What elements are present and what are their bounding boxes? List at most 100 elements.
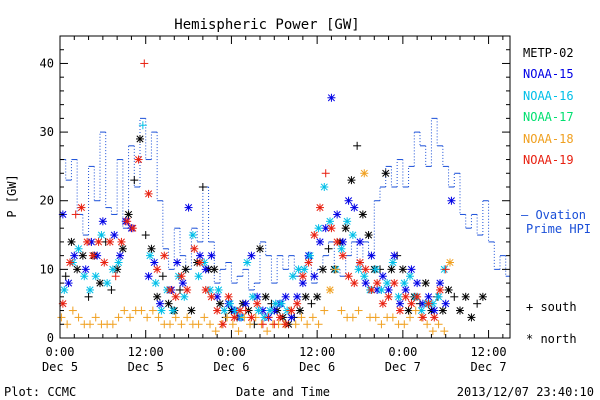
- data-point-noaa-15: [144, 272, 153, 281]
- data-point-noaa-19: [190, 244, 199, 253]
- data-point-noaa-16: [320, 183, 329, 191]
- data-point-noaa-19: [201, 285, 210, 294]
- y-tick-label: 20: [40, 194, 54, 208]
- data-point-noaa-19: [230, 313, 239, 322]
- data-point-noaa-18: [143, 313, 152, 322]
- data-point-noaa-15: [247, 251, 256, 260]
- y-tick-label: 40: [40, 56, 54, 70]
- data-point-noaa-15: [401, 285, 410, 294]
- data-point-noaa-19: [407, 299, 416, 308]
- data-point-noaa-15: [196, 251, 204, 260]
- data-point-metp-02: [444, 285, 453, 294]
- data-point-noaa-19: [321, 169, 330, 178]
- data-point-noaa-15: [310, 272, 319, 281]
- data-point-noaa-16: [151, 279, 160, 288]
- data-point-noaa-15: [430, 306, 439, 315]
- data-point-noaa-18: [154, 313, 163, 322]
- data-point-metp-02: [404, 306, 413, 315]
- data-point-noaa-18: [137, 306, 146, 315]
- data-point-noaa-15: [396, 299, 404, 308]
- x-tick-time-label: 12:00: [299, 345, 335, 359]
- data-point-noaa-15: [344, 196, 353, 205]
- legend: METP-02 NOAA-15 NOAA-16 NOAA-17 NOAA-18 …: [521, 46, 591, 346]
- data-point-noaa-15: [150, 258, 159, 267]
- data-point-noaa-19: [128, 224, 137, 233]
- data-point-noaa-18: [377, 320, 386, 329]
- data-point-metp-02: [136, 134, 144, 143]
- data-point-noaa-16: [194, 272, 203, 281]
- data-point-noaa-18: [297, 313, 306, 322]
- data-point-metp-02: [358, 210, 367, 219]
- data-point-noaa-15: [293, 292, 302, 301]
- data-point-noaa-16: [288, 272, 297, 281]
- data-point-noaa-19: [218, 320, 227, 329]
- data-point-noaa-18: [446, 258, 454, 267]
- data-point-noaa-18: [114, 313, 123, 322]
- data-point-metp-02: [450, 292, 459, 301]
- data-point-noaa-19: [144, 189, 153, 198]
- data-point-metp-02: [164, 299, 173, 308]
- data-point-noaa-19: [106, 237, 114, 246]
- data-point-metp-02: [181, 265, 190, 274]
- data-point-noaa-18: [91, 313, 100, 322]
- data-point-metp-02: [398, 265, 407, 274]
- data-point-noaa-18: [177, 320, 186, 329]
- data-point-noaa-19: [361, 265, 370, 274]
- data-point-noaa-16: [260, 313, 269, 322]
- legend-south-marker: + south: [526, 300, 577, 314]
- data-point-noaa-18: [371, 313, 380, 322]
- data-point-noaa-15: [178, 279, 187, 288]
- data-point-metp-02: [438, 306, 447, 315]
- data-point-noaa-15: [110, 231, 119, 240]
- data-point-noaa-18: [348, 313, 357, 322]
- data-point-noaa-15: [333, 210, 342, 219]
- data-point-metp-02: [84, 292, 93, 301]
- data-point-noaa-15: [424, 292, 433, 301]
- data-point-noaa-15: [390, 251, 399, 260]
- data-point-noaa-18: [423, 320, 432, 329]
- data-point-noaa-19: [298, 272, 307, 281]
- data-point-noaa-19: [160, 251, 169, 260]
- data-point-noaa-18: [194, 320, 203, 329]
- data-point-noaa-16: [371, 265, 380, 274]
- data-point-noaa-19: [281, 320, 290, 329]
- data-point-metp-02: [78, 251, 87, 260]
- data-point-noaa-16: [343, 217, 352, 226]
- data-point-metp-02: [261, 292, 270, 301]
- data-point-noaa-16: [188, 231, 197, 240]
- data-point-noaa-19: [183, 285, 192, 294]
- data-point-noaa-16: [60, 285, 69, 294]
- x-tick-date-label: Dec 5: [42, 360, 78, 374]
- data-point-noaa-16: [108, 265, 117, 274]
- data-point-noaa-15: [287, 313, 296, 322]
- data-point-noaa-18: [228, 320, 237, 329]
- data-point-noaa-18: [337, 306, 346, 315]
- data-point-metp-02: [216, 299, 224, 308]
- data-point-noaa-18: [406, 313, 414, 322]
- legend-entry-noaa-18: NOAA-18: [523, 132, 574, 146]
- data-point-metp-02: [353, 141, 362, 150]
- data-point-noaa-16: [114, 258, 123, 267]
- data-point-noaa-15: [116, 251, 124, 260]
- x-tick-time-label: 0:00: [217, 345, 246, 359]
- data-point-noaa-18: [74, 313, 83, 322]
- data-point-metp-02: [198, 183, 207, 191]
- data-point-noaa-16: [86, 285, 94, 294]
- data-point-metp-02: [387, 265, 396, 274]
- data-point-noaa-15: [361, 279, 370, 288]
- data-point-noaa-18: [411, 306, 420, 315]
- data-point-noaa-19: [94, 237, 103, 246]
- data-point-noaa-18: [57, 313, 66, 322]
- data-point-noaa-15: [367, 251, 376, 260]
- data-point-noaa-19: [338, 251, 347, 260]
- data-point-noaa-18: [126, 313, 134, 322]
- data-point-noaa-16: [360, 272, 369, 281]
- data-point-noaa-15: [184, 203, 193, 212]
- data-point-noaa-19: [310, 231, 319, 240]
- data-point-metp-02: [107, 285, 116, 294]
- data-point-noaa-19: [196, 258, 204, 267]
- data-point-noaa-15: [327, 93, 336, 102]
- data-point-noaa-16: [74, 244, 83, 253]
